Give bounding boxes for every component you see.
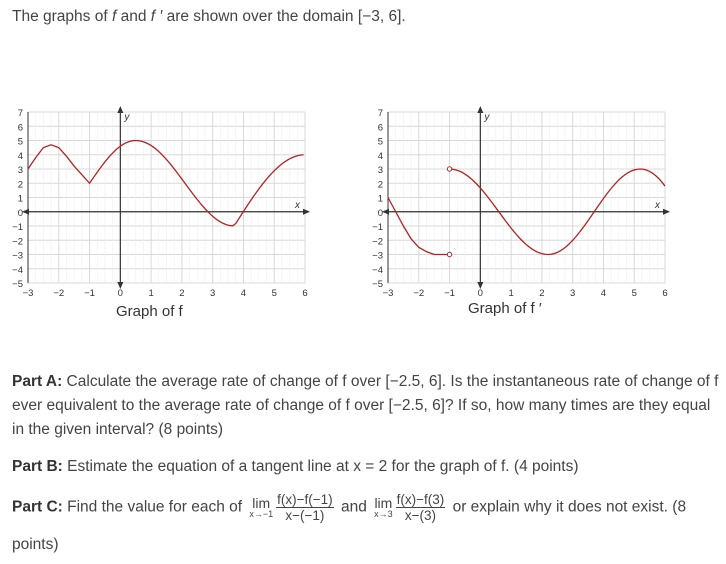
x-tick-label: 0	[478, 288, 483, 299]
y-tick-label: −5	[372, 279, 383, 290]
y-tick-label: 3	[18, 165, 23, 176]
y-tick-label: −1	[372, 222, 383, 233]
x-tick-label: 2	[179, 288, 184, 299]
y-tick-label: 6	[18, 122, 23, 133]
graph-fprime: −5 −4 −3 −2 −1 0 1 2 3 4 5 6 7 −3 −2 −1 0 1 2 3 4 5 6 x y	[360, 100, 680, 310]
limit-1: lim x→−1	[249, 495, 274, 519]
function-curve	[387, 197, 450, 256]
x-tick-label: 3	[570, 288, 575, 299]
x-axis-label: x	[294, 200, 301, 211]
y-tick-label: −2	[372, 236, 383, 247]
x-tick-label: 1	[148, 288, 153, 299]
y-tick-label: 2	[18, 179, 23, 190]
part-c-label: Part C:	[12, 498, 63, 516]
y-tick-label: 3	[378, 165, 383, 176]
x-tick-label: 0	[118, 288, 123, 299]
y-tick-label: 5	[378, 137, 383, 148]
y-axis-label: y	[123, 112, 130, 123]
x-axis-arrow-left	[382, 208, 389, 215]
graph-fprime-plot: −5 −4 −3 −2 −1 0 1 2 3 4 5 6 7 −3 −2 −1 0 1 2 3 4 5 6 x y	[372, 106, 670, 299]
x-tick-label: 2	[539, 288, 544, 299]
x-axis-arrow-right	[303, 208, 310, 215]
y-tick-label: −4	[12, 265, 23, 276]
x-tick-label: −3	[383, 288, 394, 299]
part-a-text: Calculate the average rate of change of …	[12, 373, 719, 438]
open-endpoint	[446, 166, 453, 172]
y-axis-arrow-up	[117, 106, 124, 113]
x-tick-label: 1	[508, 288, 513, 299]
x-tick-label: −3	[23, 288, 34, 299]
fraction-1: f(x)−f(−1) x−(−1)	[276, 492, 334, 523]
y-tick-label: −5	[12, 279, 23, 290]
y-tick-label: −3	[12, 251, 23, 262]
y-axis-arrow-down	[477, 282, 484, 289]
part-b-label: Part B:	[12, 458, 63, 475]
intro-text: The graphs of f and f ′ are shown over t…	[12, 8, 406, 25]
y-tick-label: 0	[378, 208, 383, 219]
part-a-label: Part A:	[12, 373, 63, 390]
y-tick-label: 7	[378, 108, 383, 119]
y-tick-label: 5	[18, 137, 23, 148]
graph-f-caption: Graph of f	[116, 303, 183, 320]
y-tick-label: 1	[378, 194, 383, 205]
graph-f: −5 −4 −3 −2 −1 0 1 2 3 4 5 6 7 −3 −2 −1 0 1 2 3 4 5 6 x y	[0, 100, 320, 310]
y-axis-arrow-up	[477, 106, 484, 113]
fraction-2: f(x)−f(3) x−(3)	[395, 492, 446, 523]
x-tick-label: −1	[84, 288, 95, 299]
y-tick-label: 0	[18, 208, 23, 219]
y-tick-label: 6	[378, 122, 383, 133]
function-curve-branch-2	[449, 168, 666, 256]
y-tick-label: 1	[18, 194, 23, 205]
x-tick-label: 6	[662, 288, 667, 299]
x-tick-label: −2	[413, 288, 424, 299]
y-tick-label: −1	[12, 222, 23, 233]
x-tick-label: −1	[444, 288, 455, 299]
y-axis-arrow-down	[117, 282, 124, 289]
open-endpoint	[446, 251, 453, 258]
y-tick-label: 4	[18, 151, 23, 162]
y-tick-label: −2	[12, 236, 23, 247]
part-b-text: Estimate the equation of a tangent line …	[62, 458, 579, 475]
x-tick-label: 5	[632, 288, 637, 299]
x-tick-label: 4	[241, 288, 246, 299]
x-tick-label: 6	[302, 288, 307, 299]
graph-f-plot: −5 −4 −3 −2 −1 0 1 2 3 4 5 6 7 −3 −2 −1 0 1 2 3 4 5 6 x y	[12, 106, 310, 299]
x-tick-label: 3	[210, 288, 215, 299]
y-tick-label: 2	[378, 179, 383, 190]
y-axis-label: y	[483, 112, 490, 123]
y-tick-label: −3	[372, 251, 383, 262]
y-tick-label: −4	[372, 265, 383, 276]
part-c-end: points)	[12, 536, 59, 553]
y-tick-label: 7	[18, 108, 23, 119]
part-a: Part A: Calculate the average rate of ch…	[12, 370, 722, 442]
x-axis-arrow-right	[663, 208, 670, 215]
part-c: Part C: Find the value for each of lim x→…	[12, 492, 687, 523]
y-tick-label: 4	[378, 151, 383, 162]
x-tick-label: 4	[601, 288, 606, 299]
part-b: Part B: Estimate the equation of a tange…	[12, 455, 722, 479]
x-tick-label: −2	[53, 288, 64, 299]
graph-fprime-caption: Graph of f ′	[468, 300, 542, 317]
function-curve	[27, 139, 304, 227]
x-tick-label: 5	[272, 288, 277, 299]
limit-2: lim x→3	[374, 495, 393, 519]
x-axis-arrow-left	[22, 208, 29, 215]
x-axis-label: x	[654, 200, 661, 211]
